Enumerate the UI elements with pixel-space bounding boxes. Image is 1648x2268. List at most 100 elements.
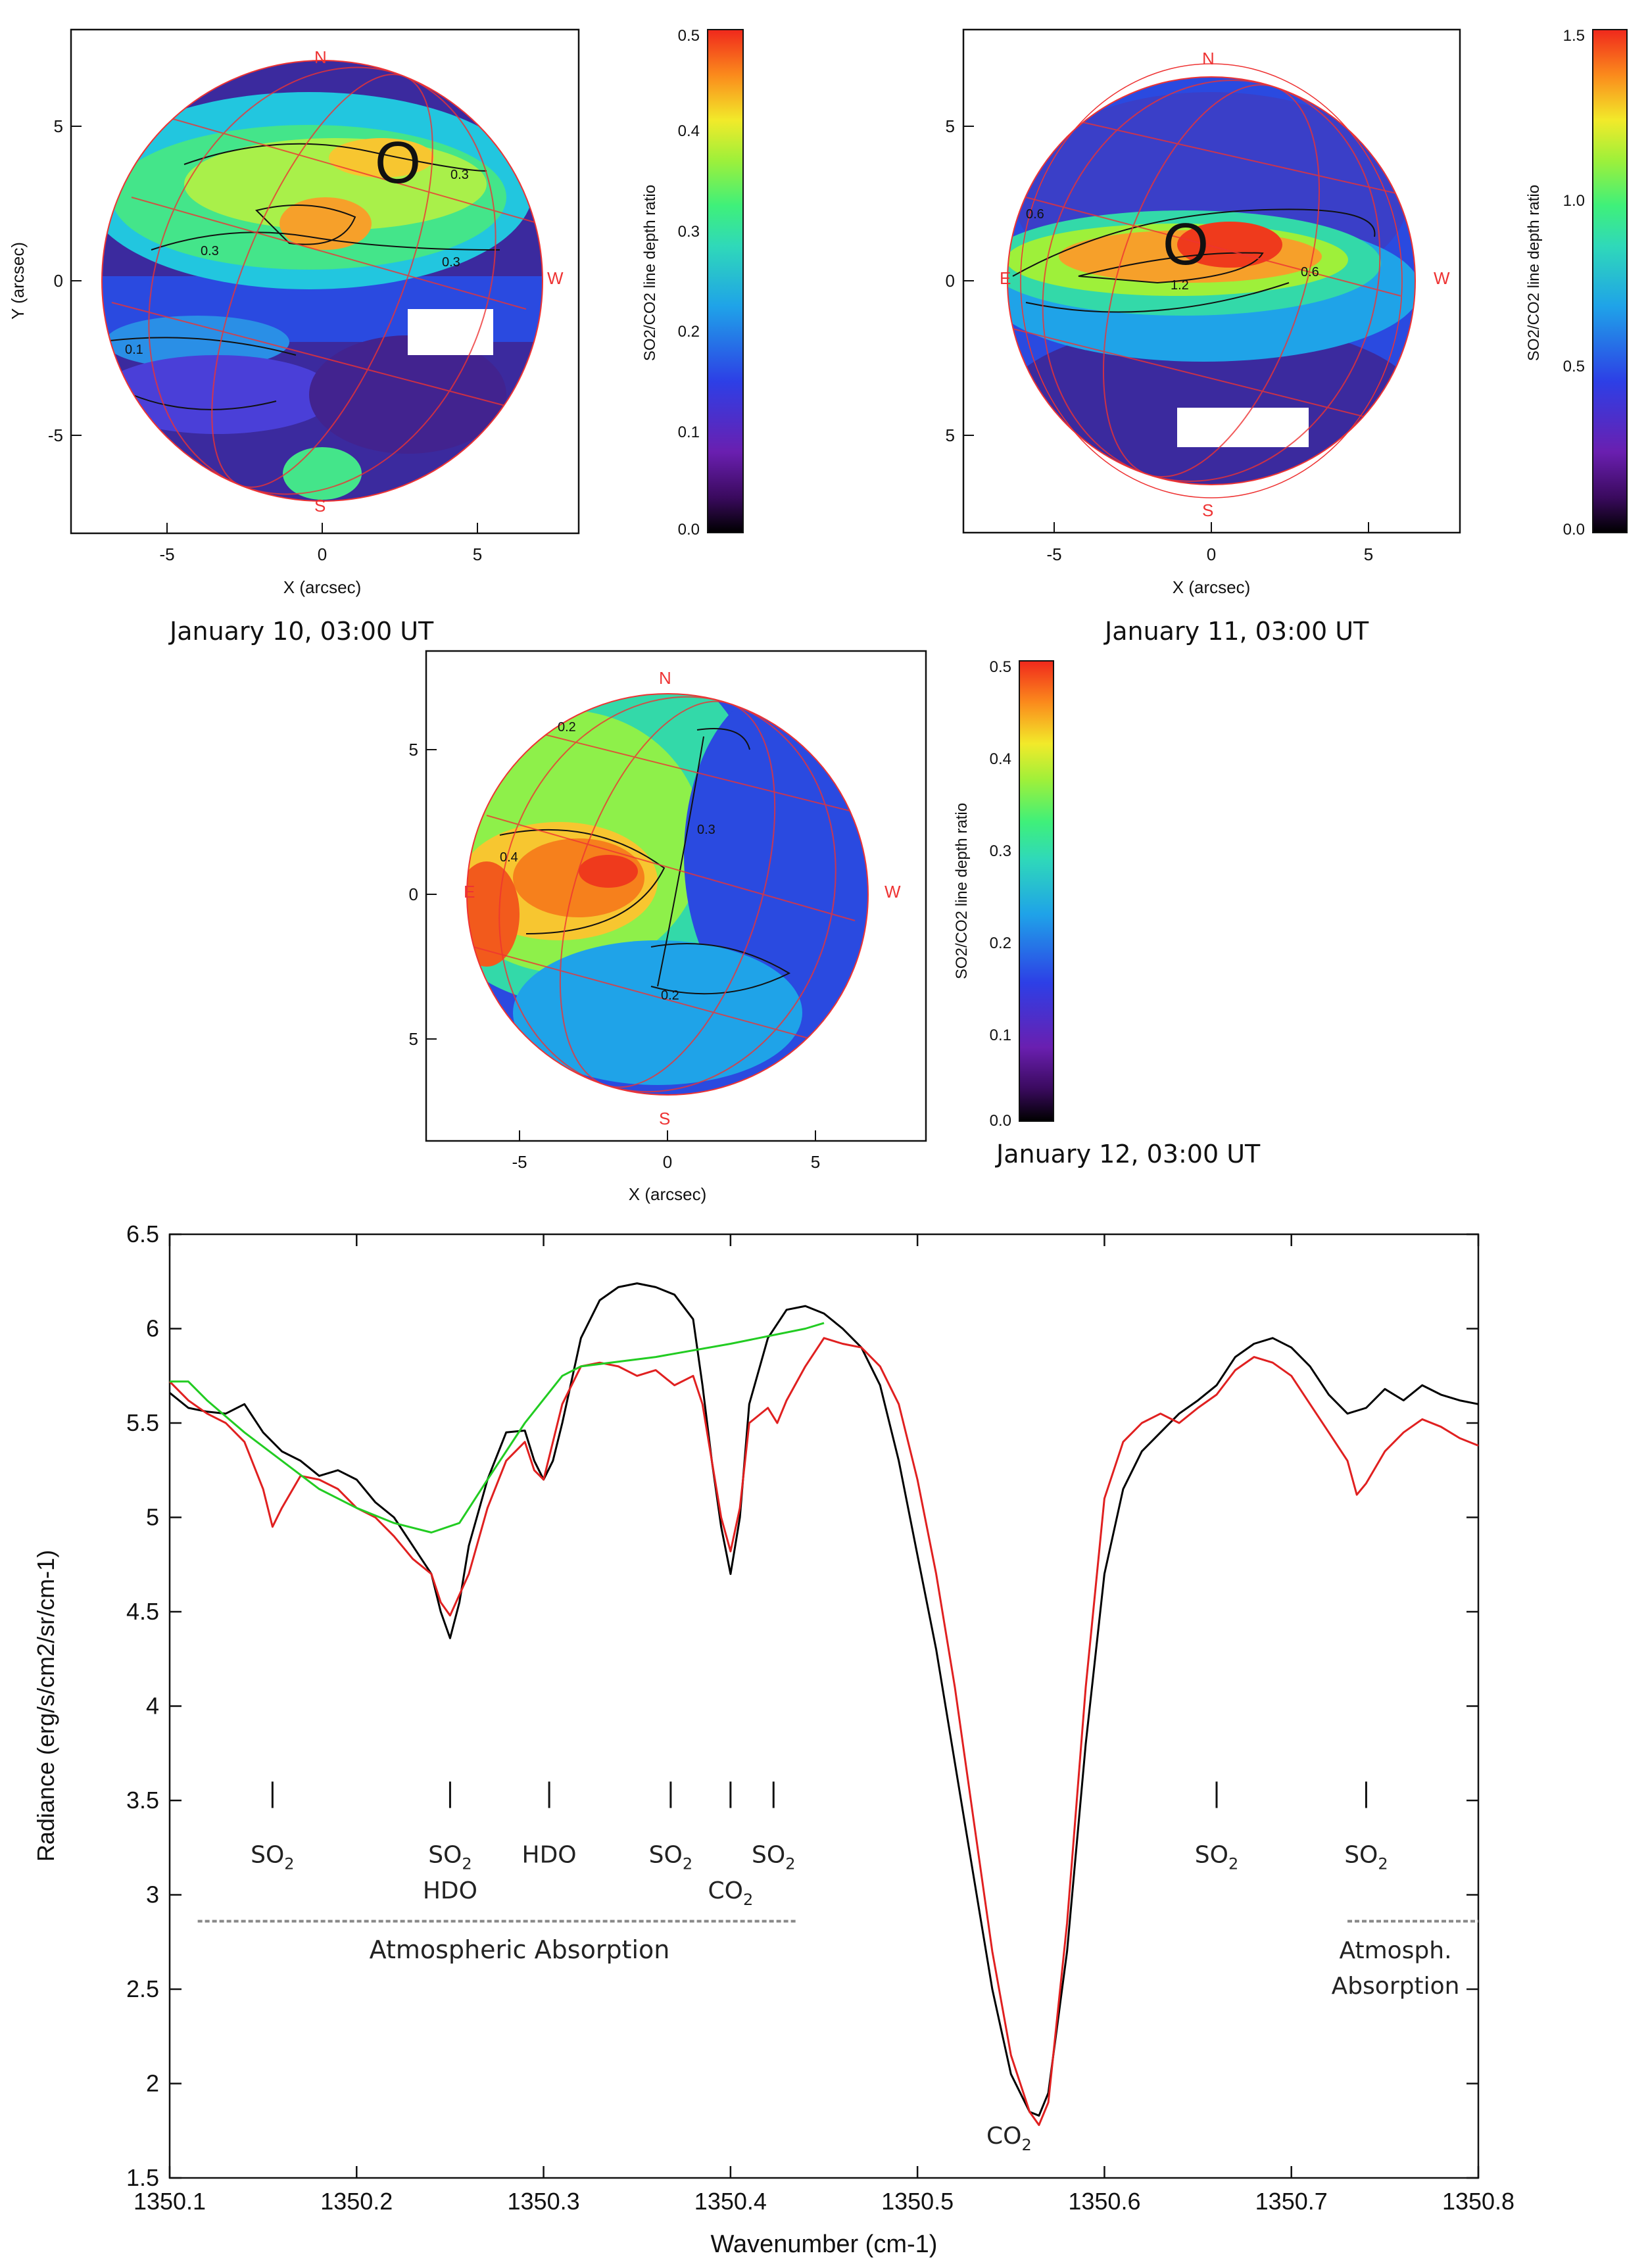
species-label: SO2 (428, 1842, 472, 1873)
series-line-model (168, 1337, 1479, 2127)
y-tick-label: 5 (946, 116, 955, 136)
spectrum-chart: 1350.1 1350.2 1350.3 1350.4 1350.5 1350.6 1350… (32, 1220, 1515, 2258)
y-tick-label: 6.5 (126, 1220, 159, 1247)
svg-text:0.4: 0.4 (990, 750, 1011, 768)
map-jan10: 0.3 0.3 0.3 0.1 O N S W -5 0 5 5 0 -5 X … (8, 27, 744, 597)
colorbar-label: SO2/CO2 line depth ratio (1525, 185, 1543, 361)
compass-north: N (1202, 49, 1215, 68)
y-tick-label: 3.5 (126, 1787, 159, 1814)
contour-label: 0.2 (558, 720, 576, 735)
limb-outline (1020, 63, 1403, 498)
x-tick-label: -5 (159, 544, 174, 564)
compass-south: S (1202, 500, 1213, 520)
compass-east: E (464, 882, 475, 902)
ticks (963, 126, 1369, 533)
limb-outline (101, 60, 543, 502)
species-label: SO2 (752, 1842, 795, 1873)
species-label: SO2 (1195, 1842, 1238, 1873)
svg-text:0.1: 0.1 (990, 1026, 1011, 1044)
series-line-observed (169, 1282, 1479, 2117)
species-label: HDO (423, 1877, 477, 1904)
atmosph-label-2: Absorption (1332, 1973, 1460, 2000)
x-tick-label: 1350.6 (1068, 2188, 1140, 2215)
contour-label: 0.3 (201, 244, 219, 258)
compass-south: S (314, 496, 326, 516)
svg-text:0.0: 0.0 (678, 521, 700, 539)
y-tick-label: 5 (146, 1504, 159, 1531)
svg-text:0.4: 0.4 (678, 122, 700, 140)
species-label: SO2 (251, 1842, 294, 1873)
spectrum-series (168, 1282, 1479, 2127)
colorbar-label: SO2/CO2 line depth ratio (953, 803, 971, 979)
svg-text:0.5: 0.5 (678, 27, 700, 45)
contour-label: 0.1 (125, 343, 143, 357)
limb-outline (466, 693, 869, 1096)
colorbar-ticks: 1.5 1.0 0.5 0.0 (1563, 27, 1585, 539)
y-tick-label: 4 (146, 1693, 159, 1720)
svg-text:0.3: 0.3 (678, 223, 700, 241)
x-tick-label: 1350.1 (133, 2188, 206, 2215)
compass-east: E (1000, 268, 1011, 288)
x-axis-label: Wavenumber (cm-1) (711, 2231, 938, 2258)
x-tick-label: -5 (512, 1152, 527, 1172)
y-tick-label: 5 (54, 116, 63, 136)
colorbar-ticks: 0.5 0.4 0.3 0.2 0.1 0.0 (678, 27, 700, 539)
colorbar (1019, 660, 1054, 1122)
contour-label: 0.6 (1026, 207, 1044, 222)
contour-label: 0.2 (661, 988, 679, 1003)
colorbar-ticks: 0.5 0.4 0.3 0.2 0.1 0.0 (990, 658, 1011, 1130)
y-tick-label: 5.5 (126, 1409, 159, 1436)
x-tick-label: 5 (1364, 544, 1373, 564)
line-identifications: SO2 SO2 HDO HDO SO2 CO2 SO2 SO2 SO2 (251, 1781, 1388, 1909)
caption-jan12: January 12, 03:00 UT (996, 1140, 1261, 1169)
species-label: HDO (522, 1842, 577, 1869)
disc-image (102, 60, 543, 501)
caption-jan11: January 11, 03:00 UT (1105, 617, 1369, 646)
marker-circle: O (1163, 212, 1209, 277)
x-tick-label: 1350.3 (508, 2188, 580, 2215)
caption-jan10: January 10, 03:00 UT (170, 617, 434, 646)
y-tick-label: 6 (146, 1315, 159, 1342)
x-tick-label: 0 (1207, 544, 1216, 564)
y-tick-label: 0 (409, 884, 418, 904)
y-axis-ticks: 1.5 2 2.5 3 3.5 4 4.5 5 5.5 6 6.5 (126, 1220, 1478, 2191)
compass-north: N (659, 668, 671, 688)
svg-text:0.5: 0.5 (990, 658, 1011, 676)
svg-text:1.5: 1.5 (1563, 27, 1585, 45)
svg-text:0.1: 0.1 (678, 423, 700, 441)
x-axis-label: X (arcsec) (283, 577, 361, 597)
colorbar (707, 29, 744, 533)
svg-text:0.2: 0.2 (678, 323, 700, 341)
x-tick-label: 1350.7 (1255, 2188, 1328, 2215)
co2-main-label: CO2 (986, 2123, 1032, 2154)
compass-west: W (885, 882, 901, 902)
map-jan11: 0.6 1.2 0.6 O N S W E -5 0 5 5 0 5 X (ar… (946, 27, 1628, 597)
plot-area (168, 1233, 1480, 2179)
x-tick-label: 5 (811, 1152, 820, 1172)
disc-image (1007, 77, 1415, 485)
svg-text:1.0: 1.0 (1563, 192, 1585, 210)
species-label: CO2 (708, 1877, 753, 1909)
y-tick-label: 3 (146, 1881, 159, 1908)
species-label: SO2 (649, 1842, 692, 1873)
x-tick-label: 1350.2 (320, 2188, 393, 2215)
limb-outline (1007, 76, 1416, 485)
colorbar-label: SO2/CO2 line depth ratio (641, 185, 659, 361)
series-line-continuum (170, 1322, 825, 1533)
x-ticks (71, 126, 478, 533)
y-tick-label: 0 (946, 271, 955, 291)
contour-label: 0.4 (500, 850, 518, 865)
compass-south: S (659, 1109, 670, 1128)
atmospheric-absorption-label: Atmospheric Absorption (370, 1935, 670, 1964)
map-jan12: 0.2 0.4 0.3 0.2 N S W E -5 0 5 5 0 5 X (… (409, 650, 1054, 1204)
x-tick-label: 1350.8 (1442, 2188, 1515, 2215)
svg-text:0.3: 0.3 (990, 842, 1011, 860)
contour-label: 0.3 (450, 168, 469, 182)
x-tick-label: 1350.4 (694, 2188, 767, 2215)
x-tick-label: 1350.5 (881, 2188, 954, 2215)
atmosph-label-1: Atmosph. (1339, 1937, 1451, 1964)
x-tick-label: 5 (473, 544, 482, 564)
y-tick-label: 0 (54, 271, 63, 291)
y-tick-label: 2.5 (126, 1975, 159, 2002)
svg-text:0.5: 0.5 (1563, 358, 1585, 375)
